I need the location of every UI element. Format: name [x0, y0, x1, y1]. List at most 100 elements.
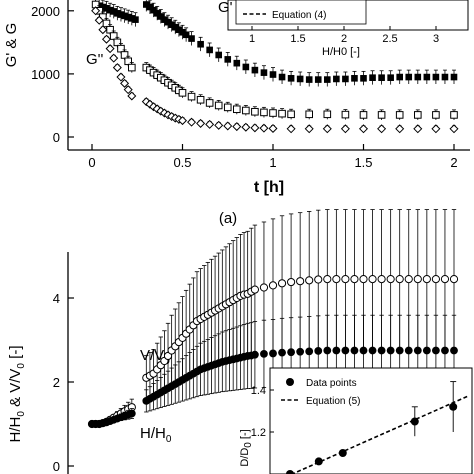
- panel-a-point-open-square: [287, 110, 295, 119]
- panel-a-y-tick-label: 1000: [31, 67, 60, 82]
- panel-b-point-filled-circle: [251, 350, 259, 359]
- panel-a-point-filled-square: [342, 75, 349, 83]
- panel-b-point-open-circle: [296, 277, 305, 286]
- inset-b-y-tick-label: 1.2: [251, 427, 266, 439]
- panel-a-point-filled-square: [121, 12, 128, 20]
- panel-a-point-open-square: [269, 109, 277, 117]
- panel-a-point-filled-square: [324, 76, 331, 83]
- panel-a-point-filled-square: [387, 74, 394, 81]
- panel-b-point-filled-circle: [377, 346, 386, 355]
- panel-a-point-filled-square: [171, 23, 179, 31]
- panel-a-point-open-square: [223, 103, 232, 112]
- panel-a: 0 1000 2000 0 0.5 1 1.5 2 G' & G t [h] (a) G''…: [3, 0, 470, 227]
- panel-b-y-tick-label: 0: [53, 459, 60, 474]
- panel-b-inset: D/D0 [-] 1.2 1.4 Data points Equation (5): [239, 367, 473, 474]
- panel-a-point-filled-square: [423, 73, 431, 81]
- panel-a-point-open-square: [414, 111, 422, 119]
- panel-a-label: (a): [219, 210, 237, 227]
- panel-a-point-filled-square: [164, 18, 172, 26]
- panel-a-point-open-square: [187, 92, 196, 101]
- panel-a-point-filled-square: [432, 73, 440, 81]
- panel-a-point-open-diamond: [94, 15, 104, 25]
- panel-a-point-filled-square: [124, 13, 132, 21]
- panel-b-point-open-circle: [368, 275, 377, 284]
- panel-a-point-filled-square: [414, 73, 422, 81]
- inset-b-data-point: [286, 470, 294, 474]
- panel-a-point-open-diamond: [358, 124, 369, 134]
- panel-a-point-open-diamond: [304, 124, 314, 134]
- panel-a-point-filled-square: [278, 73, 286, 81]
- panel-a-point-open-diamond: [105, 44, 115, 54]
- panel-a-point-open-diamond: [232, 122, 242, 132]
- panel-a-point-open-diamond: [286, 124, 296, 134]
- panel-b-point-filled-circle: [341, 346, 350, 355]
- panel-b-point-filled-circle: [305, 347, 314, 356]
- panel-a-point-open-diamond: [196, 118, 206, 128]
- panel-a-point-open-square: [128, 63, 136, 72]
- panel-a-y-tick-label: 0: [53, 130, 60, 145]
- panel-a-point-open-diamond: [177, 116, 188, 126]
- panel-b-point-filled-circle: [127, 409, 136, 418]
- panel-b-point-open-circle: [422, 275, 431, 284]
- panel-a-x-tick-label: 2: [450, 155, 457, 170]
- panel-b-point-filled-circle: [413, 346, 422, 355]
- annotation-g-double-prime: G'': [86, 51, 104, 68]
- panel-a-point-filled-square: [405, 73, 413, 81]
- inset-a-x-tick-label: 1.5: [290, 33, 305, 45]
- inset-b-frame: [269, 367, 473, 474]
- panel-a-point-open-square: [233, 105, 241, 114]
- panel-a-point-open-diamond: [205, 119, 215, 129]
- panel-a-point-open-diamond: [101, 34, 111, 44]
- panel-b-y-tick-label: 4: [53, 291, 60, 306]
- panel-b-point-open-circle: [287, 277, 296, 287]
- panel-a-x-tick-label: 0.5: [173, 155, 191, 170]
- panel-b-point-open-circle: [314, 275, 323, 284]
- panel-a-point-filled-square: [369, 74, 376, 81]
- panel-b-point-open-circle: [277, 279, 287, 288]
- panel-a-point-filled-square: [197, 40, 204, 48]
- panel-b-point-open-circle: [395, 275, 404, 284]
- panel-a-y-label: G' & G: [3, 23, 20, 68]
- panel-a-point-filled-square: [132, 16, 139, 23]
- inset-a-legend-text: Equation (4): [272, 10, 326, 21]
- panel-b-point-filled-circle: [386, 346, 395, 355]
- panel-a-point-open-diamond: [120, 78, 130, 88]
- panel-a-point-open-diamond: [413, 124, 423, 134]
- panel-a-point-open-diamond: [141, 97, 151, 107]
- panel-a-point-open-diamond: [112, 63, 122, 73]
- panel-a-point-open-square: [178, 89, 187, 97]
- panel-a-point-open-square: [109, 32, 118, 40]
- panel-a-point-filled-square: [175, 26, 183, 34]
- panel-b-point-open-circle: [431, 275, 440, 284]
- panel-b-point-filled-circle: [350, 346, 359, 355]
- panel-a-point-open-diamond: [187, 117, 197, 127]
- panel-a-point-open-diamond: [127, 91, 137, 101]
- panel-b-point-filled-circle: [395, 346, 404, 355]
- panel-a-point-filled-square: [153, 10, 161, 17]
- panel-b-point-filled-circle: [323, 346, 332, 355]
- panel-a-point-filled-square: [146, 3, 154, 11]
- panel-a-point-open-diamond: [98, 25, 108, 35]
- panel-a-point-filled-square: [269, 71, 277, 78]
- panel-a-point-filled-square: [182, 31, 190, 39]
- panel-a-point-filled-square: [260, 69, 268, 76]
- panel-a-point-open-diamond: [340, 124, 350, 134]
- inset-a-legend-box: [235, 0, 367, 25]
- inset-a-x-label: H/H0 [-]: [322, 46, 360, 58]
- panel-b-point-open-circle: [305, 276, 314, 285]
- panel-a-point-filled-square: [150, 6, 157, 14]
- panel-b-point-filled-circle: [296, 347, 305, 356]
- panel-b-point-open-circle: [440, 275, 450, 284]
- inset-a-x-tick-label: 2: [341, 33, 347, 45]
- panel-a-point-filled-square: [242, 63, 250, 71]
- panel-b-point-filled-circle: [269, 349, 277, 358]
- panel-a-point-open-diamond: [431, 124, 441, 134]
- panel-a-point-open-square: [377, 111, 386, 119]
- panel-a-point-filled-square: [441, 73, 449, 81]
- annotation-g-prime-partial: G': [218, 0, 233, 16]
- panel-a-point-open-square: [341, 110, 350, 119]
- panel-b-point-open-circle: [386, 275, 395, 284]
- panel-a-point-filled-square: [188, 35, 195, 42]
- panel-a-point-open-square: [395, 111, 404, 119]
- panel-a-point-filled-square: [110, 8, 118, 15]
